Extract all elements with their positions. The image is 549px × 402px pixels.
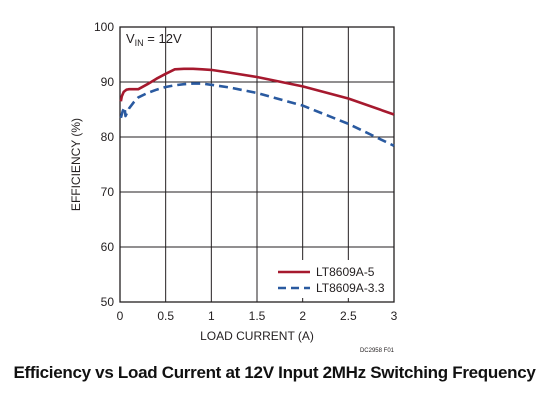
- legend: LT8609A-5 LT8609A-3.3: [274, 260, 392, 298]
- legend-label-lt8609a-3-3: LT8609A-3.3: [316, 281, 385, 295]
- x-axis-label: LOAD CURRENT (A): [200, 329, 314, 343]
- y-tick-labels: 50 60 70 80 90 100: [94, 20, 114, 309]
- x-tick-labels: 0 0.5 1 1.5 2 2.5 3: [117, 309, 398, 323]
- series-line-lt8609a-5: [119, 67, 395, 116]
- efficiency-chart: 50 60 70 80 90 100 0 0.5 1 1.5 2 2.5 3 EFFICIENCY (…: [69, 20, 398, 354]
- legend-label-lt8609a-5: LT8609A-5: [316, 265, 375, 279]
- x-tick-label: 2: [299, 309, 306, 323]
- y-tick-label: 100: [94, 20, 114, 34]
- x-tick-label: 1: [208, 309, 215, 323]
- figure-caption: Efficiency vs Load Current at 12V Input …: [13, 363, 536, 382]
- legend-background: [274, 260, 392, 298]
- figure-id: DC2958 F01: [360, 348, 395, 354]
- series-lines: [119, 67, 395, 147]
- y-tick-label: 60: [101, 240, 115, 254]
- x-tick-label: 1.5: [249, 309, 266, 323]
- series-line-lt8609a-3-3: [119, 82, 395, 147]
- y-tick-label: 90: [101, 75, 115, 89]
- x-tick-label: 0.5: [157, 309, 174, 323]
- x-tick-label: 0: [117, 309, 124, 323]
- vin-annotation-value: = 12V: [144, 31, 182, 46]
- plot-frame: [119, 26, 395, 303]
- y-tick-label: 80: [101, 130, 115, 144]
- x-tick-label: 2.5: [340, 309, 357, 323]
- vin-annotation-subscript: IN: [135, 38, 144, 48]
- y-tick-label: 50: [101, 295, 115, 309]
- y-tick-label: 70: [101, 185, 115, 199]
- grid-lines: [120, 27, 394, 302]
- x-tick-label: 3: [391, 309, 398, 323]
- vin-annotation: VIN = 12V: [126, 31, 182, 48]
- vin-annotation-main: V: [126, 31, 135, 46]
- y-axis-label: EFFICIENCY (%): [69, 118, 83, 211]
